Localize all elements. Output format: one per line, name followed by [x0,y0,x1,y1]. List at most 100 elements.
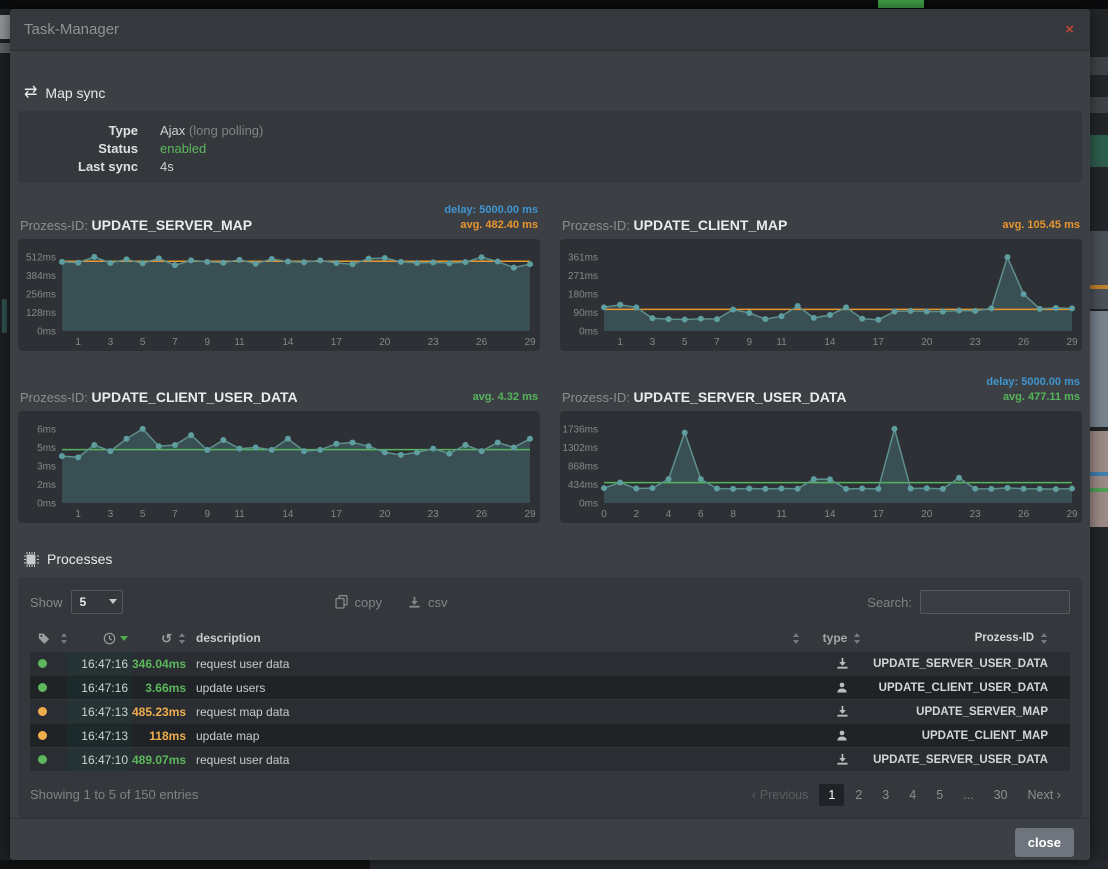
pagination-next[interactable]: Next › [1018,783,1070,806]
status-cell [30,683,67,692]
table-row[interactable]: 16:47:10489.07msrequest user dataUPDATE_… [30,747,1070,771]
chart-stats: delay: 5000.00 ms avg. 482.40 ms [444,203,538,233]
csv-button[interactable]: csv [408,595,448,610]
copy-icon [335,595,348,609]
sort-icon[interactable] [853,633,861,644]
processes-heading: Processes [24,551,1076,567]
prozess-id-column-label[interactable]: Prozess-ID [975,632,1034,644]
table-row[interactable]: 16:47:13118msupdate mapUPDATE_CLIENT_MAP [30,723,1070,747]
svg-text:9: 9 [746,337,752,348]
header-time-col [67,625,132,651]
duration-cell: 118ms [132,729,188,743]
duration-cell: 3.66ms [132,681,188,695]
sort-icon[interactable] [178,633,186,644]
chart-block-update-client-map: Prozess-ID: UPDATE_CLIENT_MAP avg. 105.4… [560,197,1082,351]
table-row[interactable]: 16:47:16346.04msrequest user dataUPDATE_… [30,651,1070,675]
map-sync-heading: ⇄ Map sync [24,85,1076,101]
svg-text:20: 20 [379,337,391,348]
svg-text:29: 29 [1066,509,1078,520]
chart-title: Prozess-ID: UPDATE_CLIENT_USER_DATA [20,389,298,405]
type-column-label[interactable]: type [823,631,848,645]
description-cell: update users [188,681,810,695]
tag-icon[interactable] [38,632,50,645]
svg-text:180ms: 180ms [568,289,598,300]
status-dot [38,755,47,764]
header-type-col: type [810,631,874,645]
svg-text:17: 17 [331,509,343,520]
right-edge-fragment [1090,97,1108,113]
modal-title: Task-Manager [24,21,119,38]
svg-text:2: 2 [633,509,639,520]
svg-text:1: 1 [617,337,623,348]
chart-title-prefix: Prozess-ID: [20,390,88,405]
chart-stats: avg. 4.32 ms [473,390,538,405]
pagination-page-...[interactable]: ... [954,784,982,806]
server-download-icon [836,753,849,766]
chart-svg-update-client-user-data: 0ms2ms3ms5ms6ms1357911141720232629 [18,411,540,523]
svg-text:0ms: 0ms [579,327,598,338]
svg-text:2ms: 2ms [37,480,56,491]
right-edge-fragment [1090,57,1108,75]
close-button[interactable]: close [1015,828,1074,857]
chart-head: Prozess-ID: UPDATE_SERVER_MAP delay: 500… [18,197,540,233]
svg-text:29: 29 [1066,337,1078,348]
left-edge-fragment [0,15,10,39]
time-value: 16:47:10 [81,753,128,767]
type-cell [810,729,874,742]
svg-text:8: 8 [730,509,736,520]
clock-icon[interactable] [103,632,116,645]
pagination-page-3[interactable]: 3 [873,784,898,806]
status-dot [38,659,47,668]
chart-delay-label: delay: 5000.00 ms [986,375,1080,390]
top-bar-green-segment [878,0,924,8]
pagination-page-4[interactable]: 4 [900,784,925,806]
chart-panel: 0ms128ms256ms384ms512ms13579111417202326… [18,239,540,351]
table-footer: Showing 1 to 5 of 150 entries ‹ Previous… [30,783,1070,806]
table-controls: Show 5 copy [30,589,1070,615]
search-input[interactable] [920,590,1070,614]
description-column-label[interactable]: description [196,631,261,645]
pagination-page-30[interactable]: 30 [985,784,1017,806]
svg-text:7: 7 [172,509,178,520]
description-cell: request user data [188,657,810,671]
svg-text:1: 1 [75,337,81,348]
svg-text:9: 9 [204,337,210,348]
right-edge-fragment [1090,431,1108,527]
chart-title-name: UPDATE_SERVER_MAP [92,217,253,233]
table-row[interactable]: 16:47:163.66msupdate usersUPDATE_CLIENT_… [30,675,1070,699]
svg-text:1: 1 [75,509,81,520]
type-cell [810,657,874,670]
copy-button[interactable]: copy [335,595,382,610]
sort-icon[interactable] [60,633,67,644]
charts-grid: Prozess-ID: UPDATE_SERVER_MAP delay: 500… [18,197,1082,523]
close-icon[interactable]: × [1065,22,1074,37]
status-cell [30,755,67,764]
entries-summary: Showing 1 to 5 of 150 entries [30,787,198,802]
type-cell [810,753,874,766]
svg-text:90ms: 90ms [574,308,598,319]
table-row[interactable]: 16:47:13485.23msrequest map dataUPDATE_S… [30,699,1070,723]
pagination-page-2[interactable]: 2 [846,784,871,806]
svg-text:11: 11 [776,509,787,520]
sort-icon[interactable] [792,633,800,644]
sync-status-label: Status [18,140,138,158]
description-cell: request map data [188,705,810,719]
page-length-select[interactable]: 5 [71,590,123,614]
sort-icon[interactable] [1040,633,1048,644]
sync-lastsync-value: 4s [160,158,174,176]
svg-text:11: 11 [234,337,245,348]
chart-head: Prozess-ID: UPDATE_SERVER_USER_DATA dela… [560,369,1082,405]
svg-text:26: 26 [1018,337,1030,348]
chart-stats: delay: 5000.00 ms avg. 477.11 ms [986,375,1080,405]
pagination-page-5[interactable]: 5 [927,784,952,806]
cpu-icon [24,552,39,567]
show-label: Show [30,595,63,610]
chart-svg-update-client-map: 0ms90ms180ms271ms361ms135791114172023262… [560,239,1082,351]
sort-desc-icon[interactable] [120,636,128,641]
prozess-id-cell: UPDATE_CLIENT_USER_DATA [874,682,1070,694]
pagination-page-1[interactable]: 1 [819,784,844,806]
svg-text:0ms: 0ms [37,499,56,510]
duration-cell: 346.04ms [132,657,188,671]
history-icon[interactable]: ↺ [161,632,172,645]
pagination-previous[interactable]: ‹ Previous [743,783,817,806]
